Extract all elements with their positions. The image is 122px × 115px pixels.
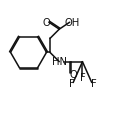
- Text: F: F: [91, 78, 96, 88]
- Text: F: F: [80, 72, 86, 82]
- Text: OH: OH: [65, 17, 80, 27]
- Text: O: O: [70, 69, 78, 79]
- Text: O: O: [42, 17, 50, 27]
- Text: HN: HN: [52, 57, 67, 66]
- Text: F: F: [69, 78, 74, 88]
